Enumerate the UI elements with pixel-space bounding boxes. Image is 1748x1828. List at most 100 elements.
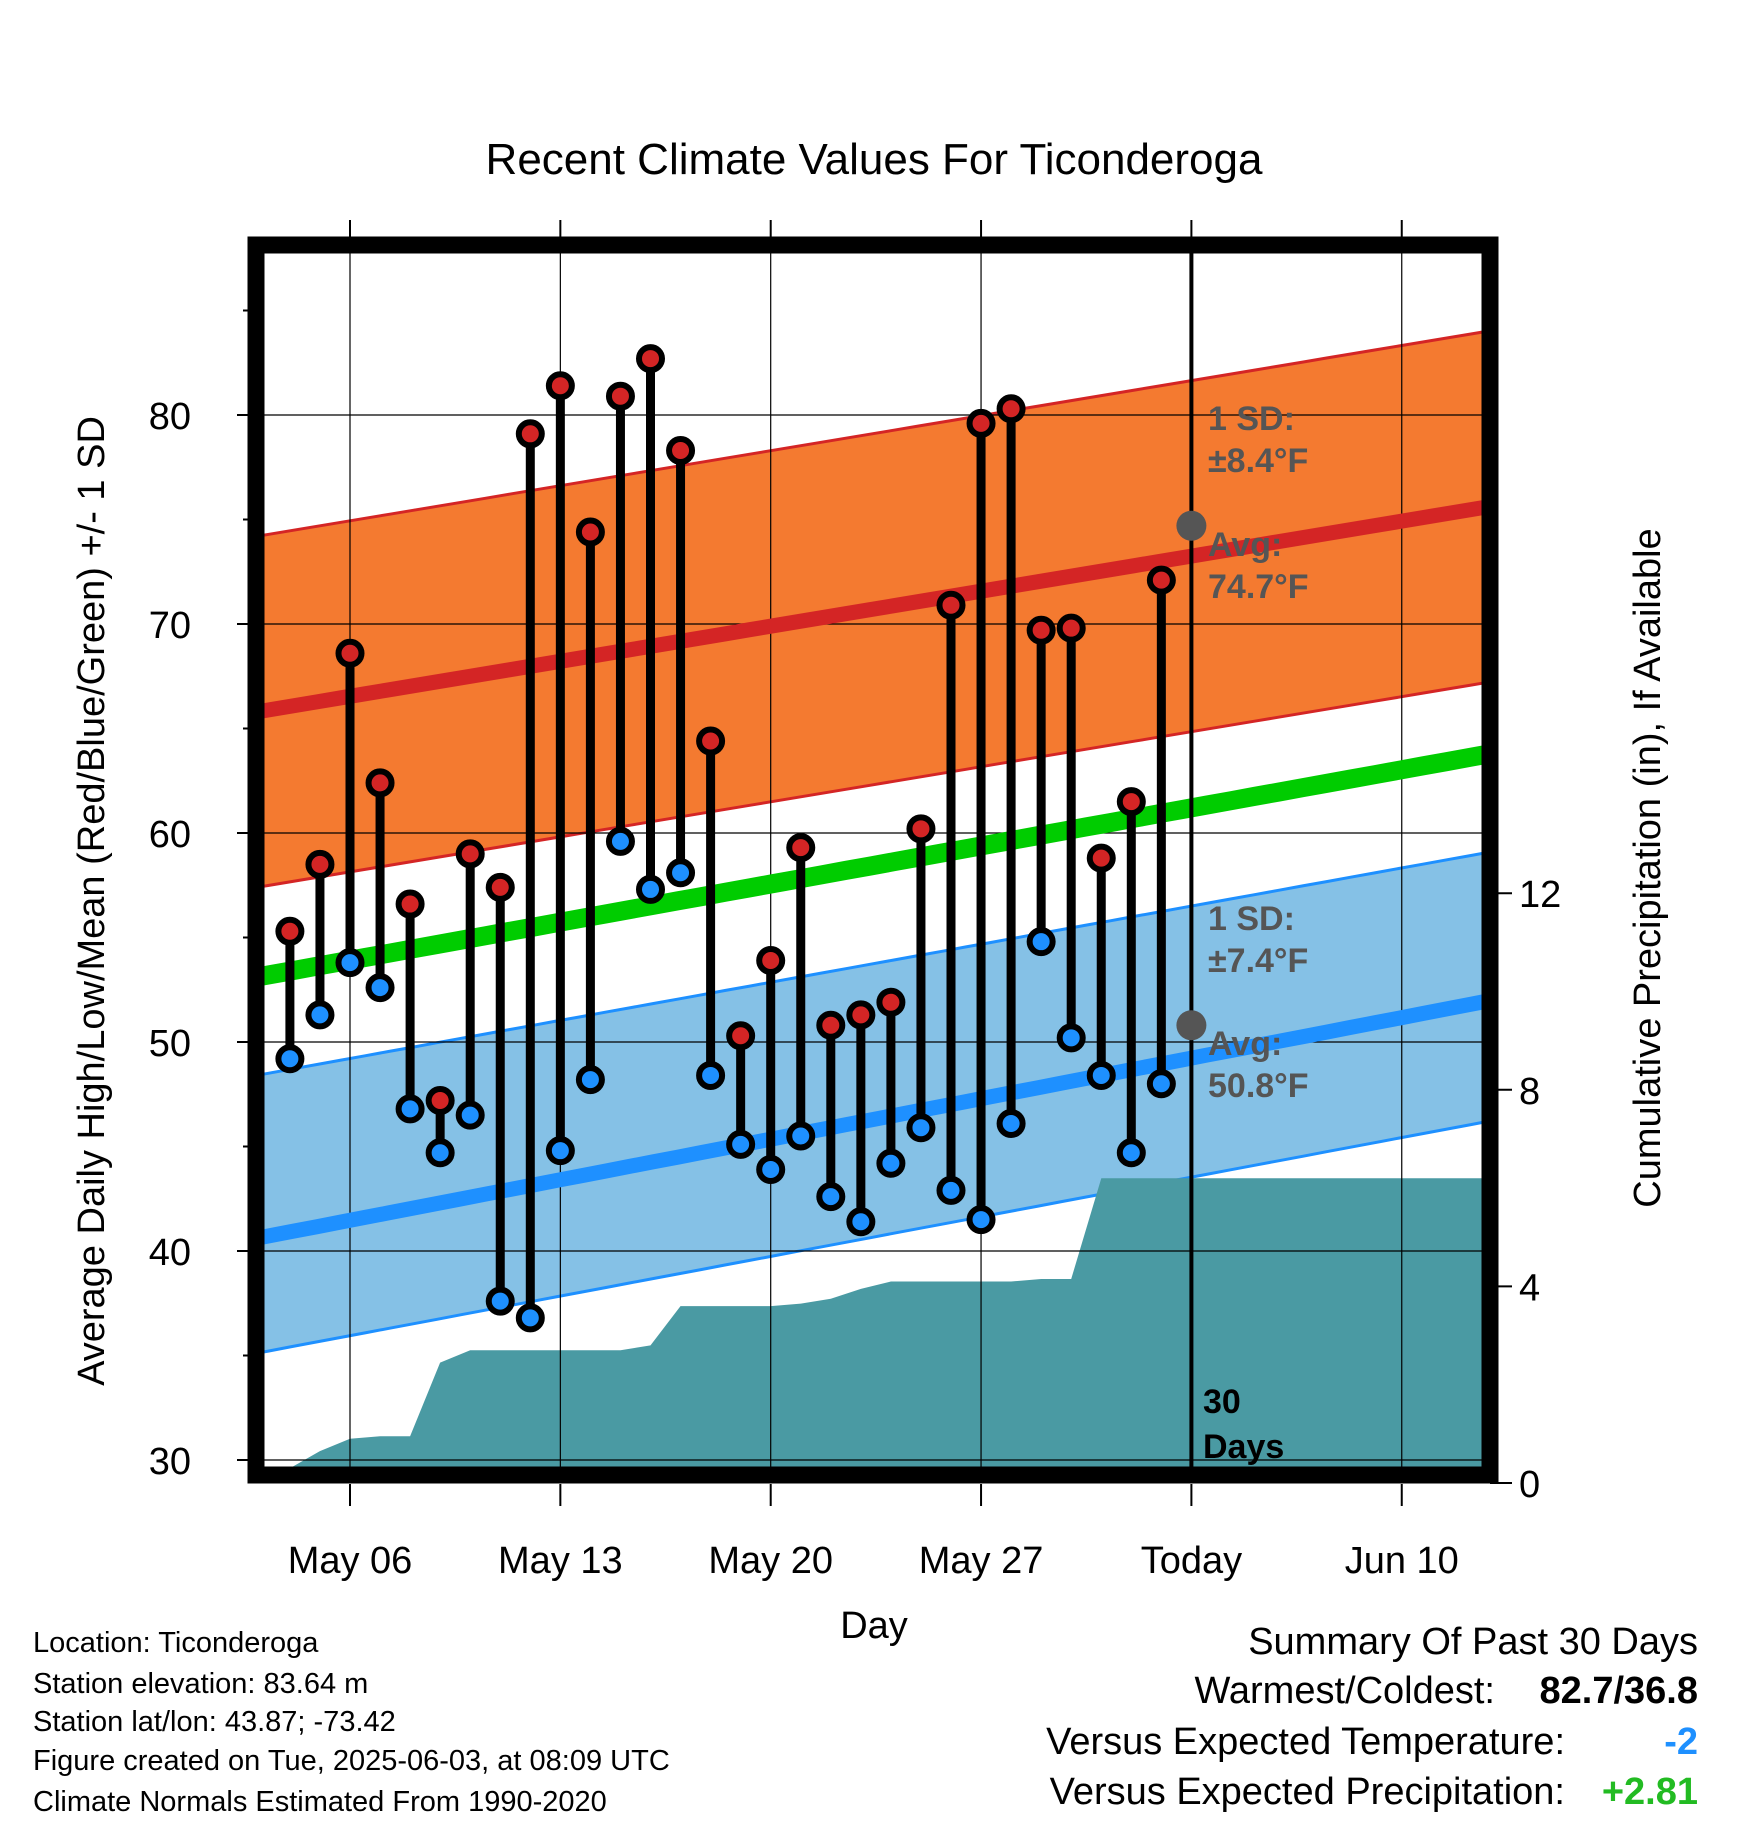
y2-tick-label: 0 [1519,1464,1540,1506]
daily-high-point [365,768,395,798]
x-tick-label: May 06 [288,1540,413,1582]
y-tick-label: 60 [149,814,191,856]
daily-low-point [455,1100,485,1130]
high-sd-value: ±8.4°F [1208,442,1308,480]
info-latlon: Station lat/lon: 43.87; -73.42 [33,1706,396,1738]
high-sd-label: 1 SD: [1208,400,1295,438]
daily-high-point [575,517,605,547]
y-tick-label: 50 [149,1023,191,1065]
daily-low-point [425,1138,455,1168]
info-created: Figure created on Tue, 2025-06-03, at 08… [33,1745,670,1777]
daily-high-point [395,889,425,919]
daily-high-point [1116,787,1146,817]
daily-low-point [545,1136,575,1166]
days-count-label: 30 [1203,1383,1241,1421]
daily-high-point [786,833,816,863]
daily-low-point [996,1109,1026,1139]
daily-high-point [1146,565,1176,595]
daily-low-point [696,1060,726,1090]
daily-high-point [275,916,305,946]
precip-area [276,1178,1490,1475]
low-normal-line [256,992,1490,1246]
daily-low-point [305,1000,335,1030]
y-tick-label: 80 [149,396,191,438]
daily-low-point [666,858,696,888]
daily-high-point [906,814,936,844]
daily-high-point [605,381,635,411]
summary-warm-label: Warmest/Coldest: [1194,1670,1495,1712]
y-axis-label: Average Daily High/Low/Mean (Red/Blue/Gr… [71,416,113,1386]
daily-low-point [1116,1138,1146,1168]
summary-precip-label: Versus Expected Precipitation: [1050,1771,1565,1813]
daily-high-point [816,1010,846,1040]
daily-high-point [696,726,726,756]
daily-low-point [1056,1023,1086,1053]
x-axis-label: Day [840,1605,908,1647]
chart-title: Recent Climate Values For Ticonderoga [486,135,1263,184]
daily-high-point [335,638,365,668]
plot-frame [247,236,1499,1484]
info-elevation: Station elevation: 83.64 m [33,1668,368,1700]
daily-high-point [1056,613,1086,643]
y-tick-label: 70 [149,605,191,647]
days-word-label: Days [1203,1428,1284,1466]
daily-high-point [425,1086,455,1116]
daily-low-point [636,874,665,904]
daily-low-point [876,1148,906,1178]
daily-high-point [636,344,665,374]
low-sd-value: ±7.4°F [1208,942,1308,980]
daily-low-point [786,1121,816,1151]
daily-high-point [305,849,335,879]
plot-clip-group [256,245,1490,1475]
daily-high-point [1026,615,1056,645]
plot-area: 30 40 50 60 70 80 0 4 8 12 May 06 May 13 May 20 May 2… [149,220,1561,1582]
summary-panel: Summary Of Past 30 Days Warmest/Coldest:… [1046,1621,1698,1813]
daily-high-point [726,1021,756,1051]
daily-high-point [756,945,786,975]
daily-high-point [1086,843,1116,873]
low-avg-label: Avg: [1208,1025,1282,1063]
info-location: Location: Ticonderoga [33,1627,319,1659]
high-normal-line [256,498,1490,720]
daily-low-point [1026,927,1056,957]
summary-temp-value: -2 [1664,1721,1698,1763]
daily-low-point [966,1205,996,1235]
station-info: Location: Ticonderoga Station elevation:… [33,1627,670,1818]
y-tick-label: 30 [149,1441,191,1483]
y2-tick-label: 8 [1519,1071,1540,1113]
info-normals: Climate Normals Estimated From 1990-2020 [33,1786,607,1818]
daily-low-point [1146,1069,1176,1099]
daily-high-point [545,371,575,401]
daily-low-point [485,1286,515,1316]
x-tick-label: May 20 [708,1540,833,1582]
summary-heading: Summary Of Past 30 Days [1248,1621,1698,1663]
mean-normal-line [256,744,1490,987]
daily-high-point [936,590,966,620]
daily-high-point [966,408,996,438]
x-tick-label: May 13 [498,1540,623,1582]
y2-tick-label: 4 [1519,1267,1540,1309]
low-avg-today-marker [1176,1010,1207,1041]
daily-high-point [666,436,696,466]
x-tick-label: May 27 [919,1540,1044,1582]
low-sd-lower-line [256,1119,1490,1355]
high-sd-upper-line [256,329,1490,538]
daily-low-point [816,1182,846,1212]
daily-low-point [335,948,365,978]
low-sd-band [256,851,1490,1354]
daily-high-point [876,987,906,1017]
daily-low-point [575,1065,605,1095]
daily-low-point [906,1113,936,1143]
daily-high-point [455,839,485,869]
daily-low-point [275,1044,305,1074]
y-tick-label: 40 [149,1232,191,1274]
daily-low-point [726,1129,756,1159]
daily-low-point [395,1094,425,1124]
summary-precip-value: +2.81 [1602,1771,1698,1813]
daily-low-point [846,1207,876,1237]
high-avg-today-marker [1176,510,1207,541]
daily-low-point [515,1303,545,1333]
annotations: 1 SD: ±8.4°F Avg: 74.7°F 1 SD: ±7.4°F Av… [1203,400,1309,1466]
low-sd-upper-line [256,850,1490,1078]
